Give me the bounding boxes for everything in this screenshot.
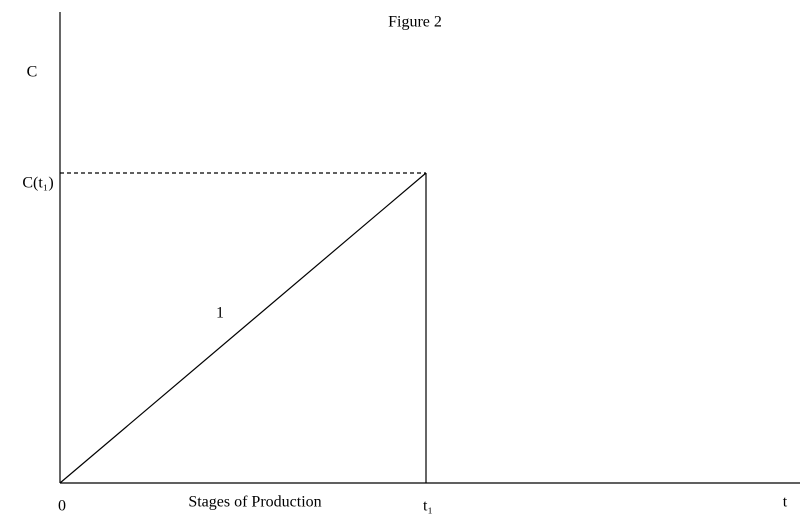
y-axis-label: C [27,64,38,81]
origin-label: 0 [58,498,66,515]
cost-line [59,172,427,484]
x-axis-label: t [783,494,788,511]
figure-title: Figure 2 [388,14,442,31]
x-marker-label: t₁ [423,498,433,515]
x-axis-caption: Stages of Production [188,494,321,511]
curve-label: 1 [216,305,224,322]
y-marker-label: C(t₁) [22,175,53,192]
